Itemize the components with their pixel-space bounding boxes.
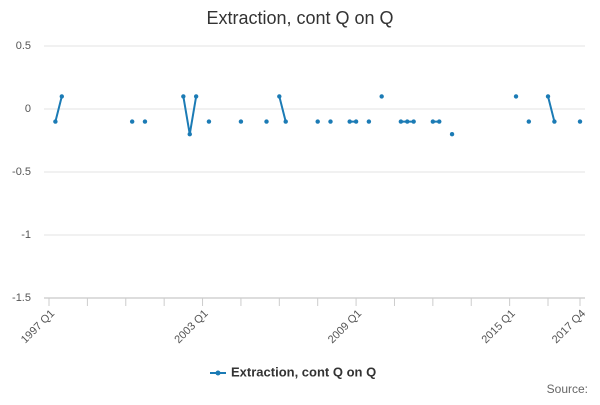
point (430, 119, 436, 124)
y-tick-label: -1 (21, 229, 31, 241)
point (315, 119, 320, 124)
chart-title: Extraction, cont Q on Q (206, 8, 393, 28)
point (437, 119, 442, 124)
y-tick-label: -1.5 (12, 292, 31, 304)
point (328, 119, 333, 124)
point (277, 94, 282, 99)
point (264, 119, 269, 124)
point (206, 119, 212, 124)
legend-label: Extraction, cont Q on Q (231, 364, 376, 379)
x-tick-label: 2017 Q4 (550, 308, 588, 346)
point (59, 94, 64, 99)
source: Source: (547, 382, 588, 396)
x-tick-label: 2009 Q1 (326, 308, 364, 346)
series-line (55, 96, 580, 134)
point (238, 119, 244, 124)
point (379, 94, 384, 99)
point (129, 119, 135, 124)
point (577, 119, 583, 124)
y-tick-label: 0 (25, 103, 31, 115)
x-tick-label: 2003 Q1 (172, 308, 210, 346)
legend-marker (215, 370, 221, 376)
point (526, 119, 532, 124)
y-tick-label: -0.5 (12, 166, 31, 178)
point (405, 119, 410, 124)
point (53, 119, 58, 124)
point (552, 119, 557, 124)
y-tick-label: 0.5 (16, 40, 31, 52)
point (366, 119, 372, 124)
point (347, 119, 352, 124)
point (411, 119, 416, 124)
point (545, 94, 551, 99)
x-tick-label: 1997 Q1 (19, 308, 57, 346)
point (398, 119, 404, 124)
point (142, 119, 148, 124)
point (187, 132, 192, 137)
point (449, 132, 455, 137)
x-tick-label: 2015 Q1 (479, 308, 517, 346)
point (181, 94, 186, 99)
point (513, 94, 519, 99)
point (353, 119, 359, 124)
point (193, 94, 199, 99)
point (283, 119, 288, 124)
